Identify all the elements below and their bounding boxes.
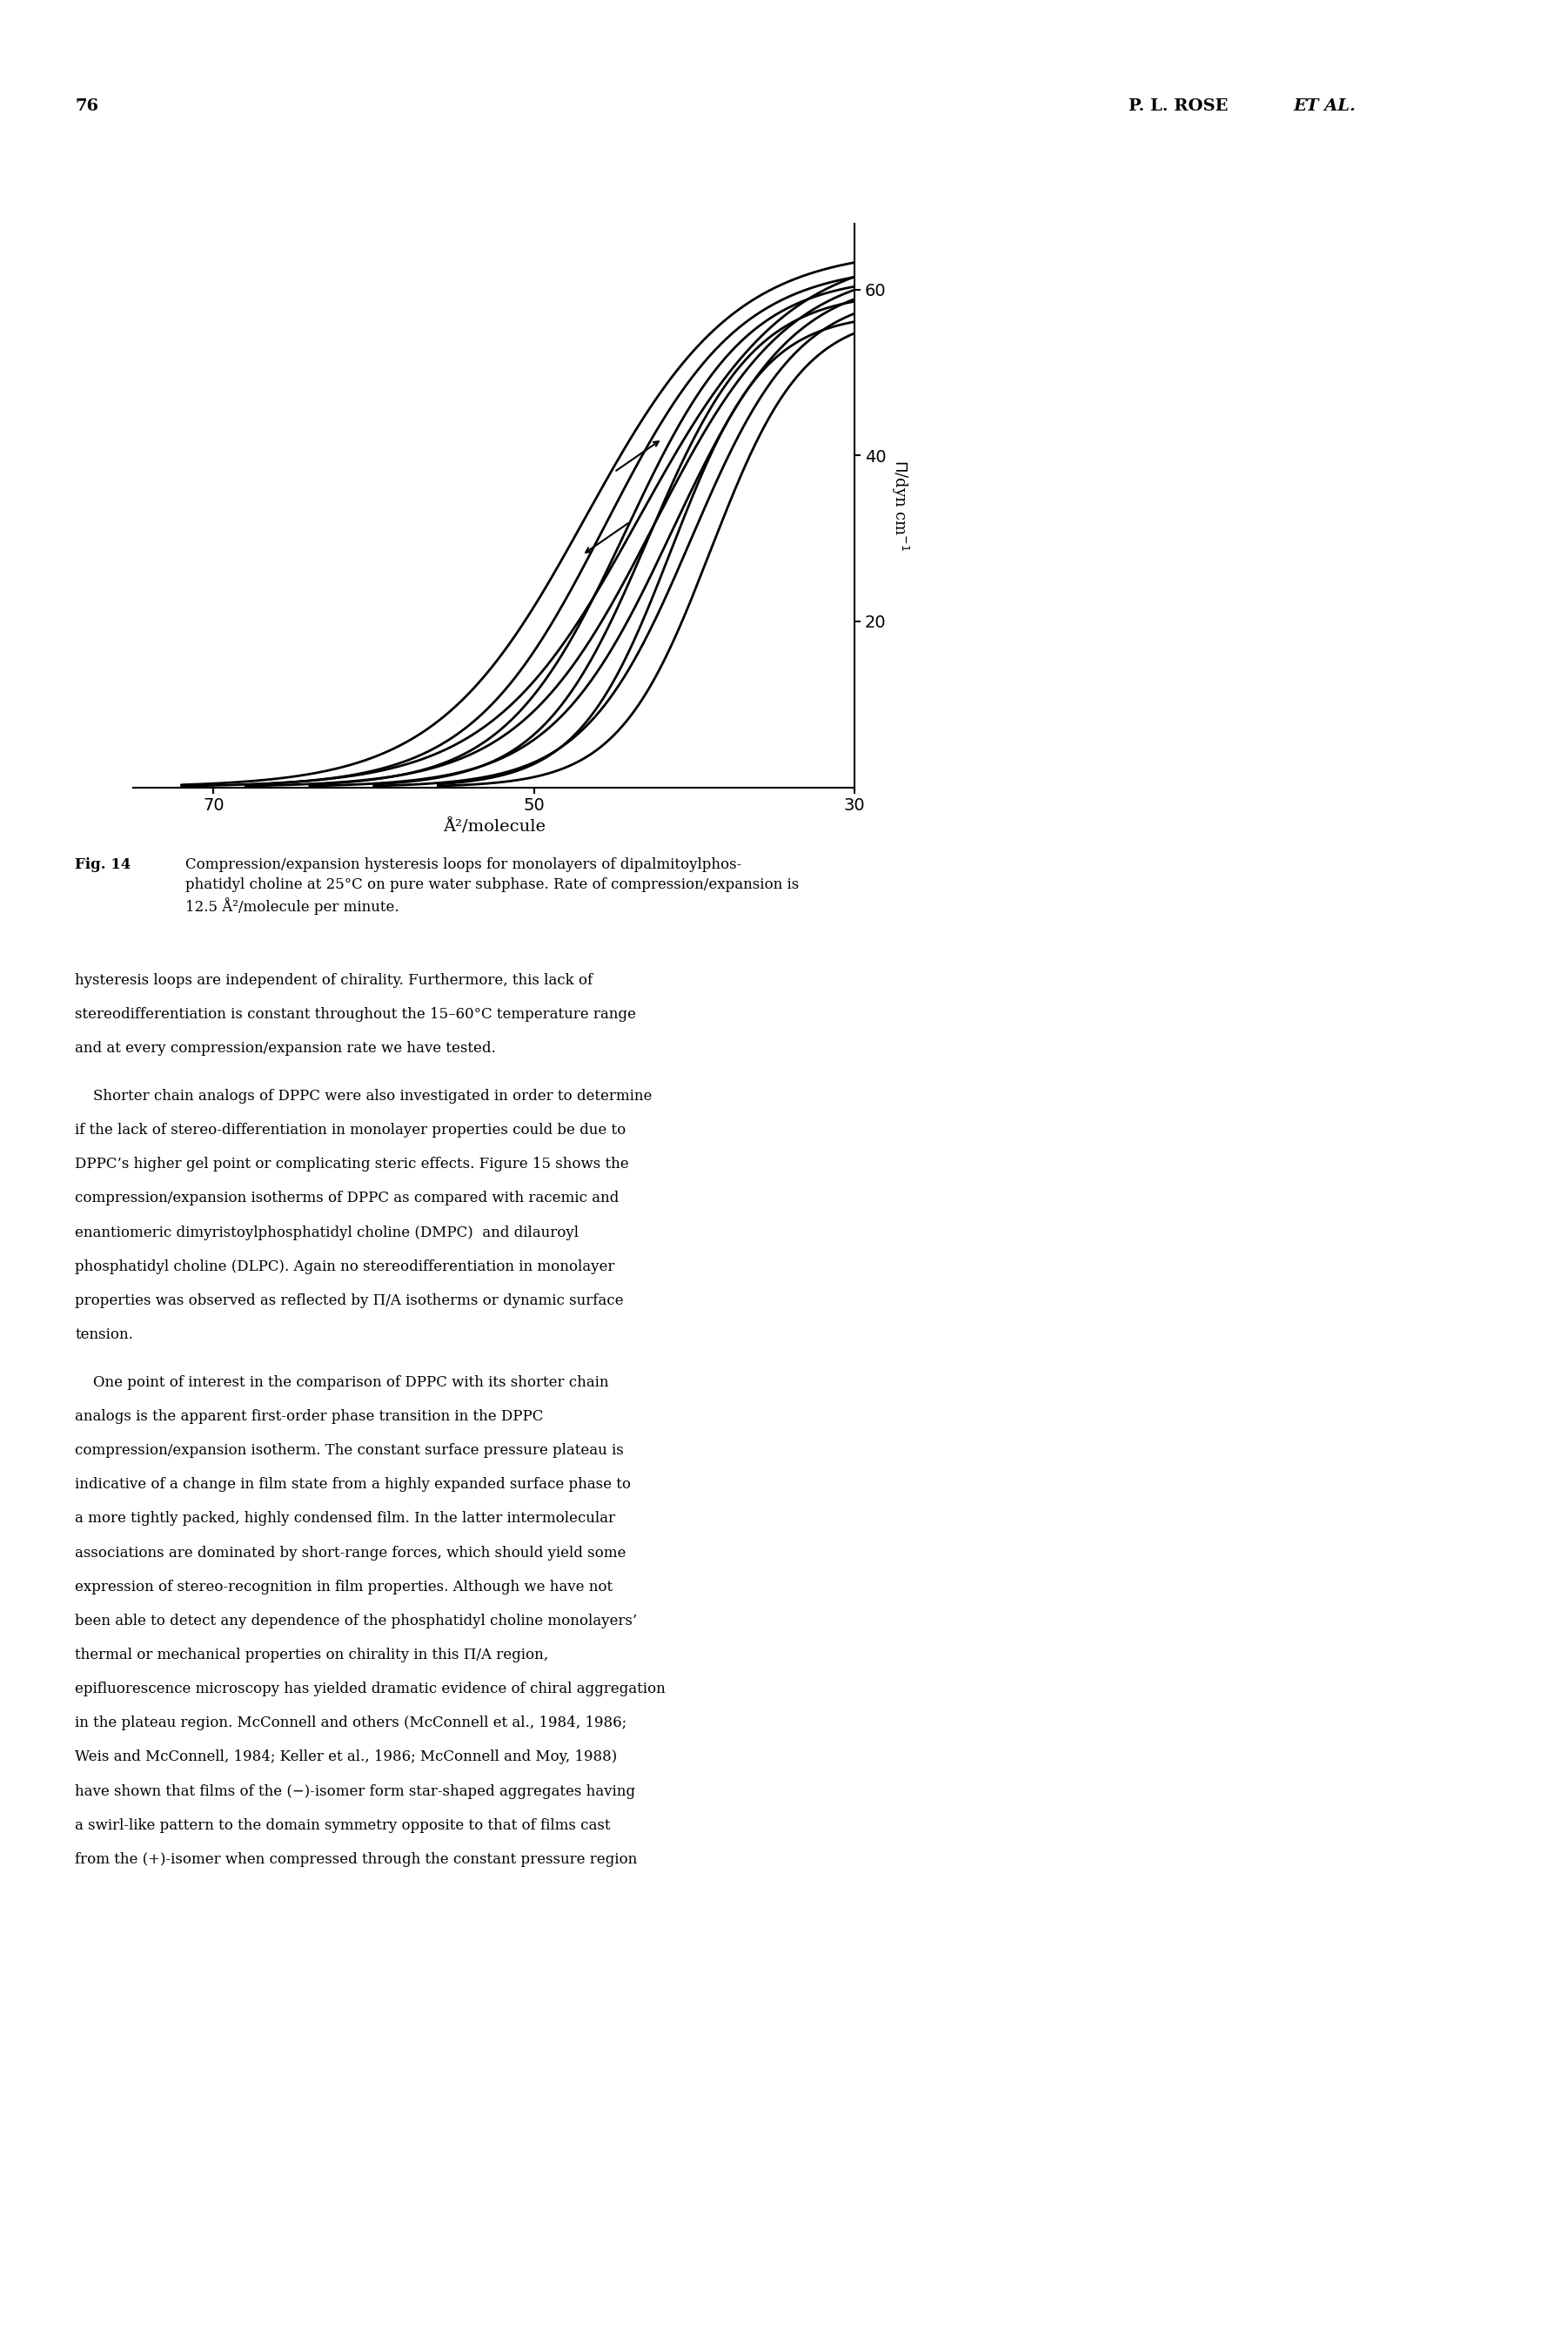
Text: have shown that films of the (−)-isomer form star-shaped aggregates having: have shown that films of the (−)-isomer …	[75, 1784, 635, 1798]
Text: compression/expansion isotherm. The constant surface pressure plateau is: compression/expansion isotherm. The cons…	[75, 1443, 624, 1457]
Text: and at every compression/expansion rate we have tested.: and at every compression/expansion rate …	[75, 1041, 495, 1055]
X-axis label: Å²/molecule: Å²/molecule	[442, 818, 546, 834]
Text: compression/expansion isotherms of DPPC as compared with racemic and: compression/expansion isotherms of DPPC …	[75, 1191, 619, 1206]
Text: a swirl-like pattern to the domain symmetry opposite to that of films cast: a swirl-like pattern to the domain symme…	[75, 1819, 612, 1833]
Text: tension.: tension.	[75, 1328, 133, 1342]
Text: in the plateau region. McConnell and others (McConnell et al., 1984, 1986;: in the plateau region. McConnell and oth…	[75, 1716, 627, 1730]
Text: Shorter chain analogs of DPPC were also investigated in order to determine: Shorter chain analogs of DPPC were also …	[75, 1088, 652, 1104]
Text: epifluorescence microscopy has yielded dramatic evidence of chiral aggregation: epifluorescence microscopy has yielded d…	[75, 1683, 666, 1697]
Text: phosphatidyl choline (DLPC). Again no stereodifferentiation in monolayer: phosphatidyl choline (DLPC). Again no st…	[75, 1260, 615, 1274]
Text: Compression/expansion hysteresis loops for monolayers of dipalmitoylphos-
phatid: Compression/expansion hysteresis loops f…	[185, 858, 798, 914]
Y-axis label: $\Pi$/dyn cm$^{-1}$: $\Pi$/dyn cm$^{-1}$	[889, 458, 911, 552]
Text: Weis and McConnell, 1984; Keller et al., 1986; McConnell and Moy, 1988): Weis and McConnell, 1984; Keller et al.,…	[75, 1751, 618, 1765]
Text: One point of interest in the comparison of DPPC with its shorter chain: One point of interest in the comparison …	[75, 1375, 608, 1389]
Text: expression of stereo-recognition in film properties. Although we have not: expression of stereo-recognition in film…	[75, 1579, 613, 1593]
Text: P. L. ROSE: P. L. ROSE	[1129, 99, 1234, 115]
Text: analogs is the apparent first-order phase transition in the DPPC: analogs is the apparent first-order phas…	[75, 1410, 544, 1424]
Text: associations are dominated by short-range forces, which should yield some: associations are dominated by short-rang…	[75, 1546, 626, 1560]
Text: been able to detect any dependence of the phosphatidyl choline monolayers’: been able to detect any dependence of th…	[75, 1614, 638, 1629]
Text: DPPC’s higher gel point or complicating steric effects. Figure 15 shows the: DPPC’s higher gel point or complicating …	[75, 1156, 629, 1173]
Text: 76: 76	[75, 99, 99, 115]
Text: from the (+)-isomer when compressed through the constant pressure region: from the (+)-isomer when compressed thro…	[75, 1852, 638, 1866]
Text: hysteresis loops are independent of chirality. Furthermore, this lack of: hysteresis loops are independent of chir…	[75, 973, 593, 987]
Text: indicative of a change in film state from a highly expanded surface phase to: indicative of a change in film state fro…	[75, 1478, 632, 1492]
Text: a more tightly packed, highly condensed film. In the latter intermolecular: a more tightly packed, highly condensed …	[75, 1511, 616, 1525]
Text: if the lack of stereo-differentiation in monolayer properties could be due to: if the lack of stereo-differentiation in…	[75, 1123, 626, 1137]
Text: Fig. 14: Fig. 14	[75, 858, 132, 872]
Text: thermal or mechanical properties on chirality in this Π/A region,: thermal or mechanical properties on chir…	[75, 1647, 549, 1661]
Text: properties was observed as reflected by Π/A isotherms or dynamic surface: properties was observed as reflected by …	[75, 1293, 624, 1309]
Text: stereodifferentiation is constant throughout the 15–60°C temperature range: stereodifferentiation is constant throug…	[75, 1006, 637, 1022]
Text: ET AL.: ET AL.	[1294, 99, 1356, 115]
Text: enantiomeric dimyristoylphosphatidyl choline (DMPC)  and dilauroyl: enantiomeric dimyristoylphosphatidyl cho…	[75, 1224, 579, 1241]
